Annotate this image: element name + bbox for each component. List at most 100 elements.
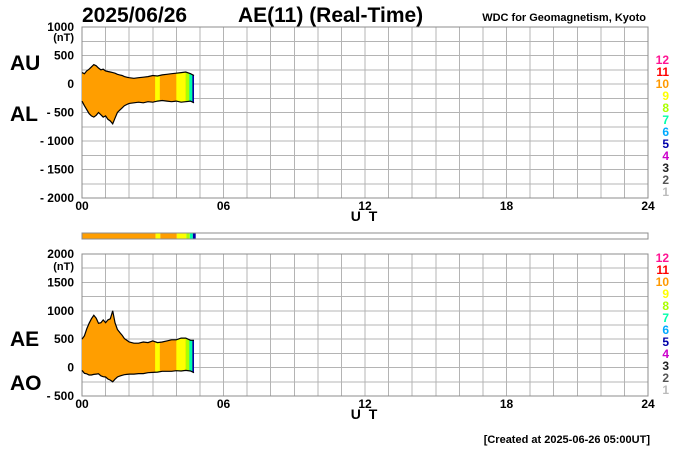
x-tick-label: 12 [358,397,372,411]
station-count-label: 1 [662,185,669,199]
y-tick-label: 0 [67,361,74,375]
y-tick-label: 500 [54,332,74,346]
al-label: AL [10,103,38,126]
au-label: AU [10,52,40,75]
y-tick-label: 0 [67,77,74,91]
top-grid [81,26,649,199]
top-y-tick-labels: 1000 500 0 - 500 - 1000 - 1500 - 2000 [40,20,74,205]
colour-band [189,64,193,124]
station-count-label: 11 [656,65,669,79]
ae-label: AE [10,328,39,351]
station-count-label: 7 [662,311,669,325]
chart-title: AE(11) (Real-Time) [238,4,423,27]
colour-band [176,310,186,382]
plot-frame [81,253,649,397]
y-tick-label: 2000 [47,247,74,261]
colour-band [155,64,160,124]
coverage-segment [186,233,190,239]
colour-band [185,310,190,382]
x-tick-label: 18 [500,397,514,411]
coverage-segment [155,233,161,239]
colour-band [155,310,160,382]
y-tick-label: - 500 [47,389,75,403]
bottom-x-axis-label: U T [351,406,380,422]
station-count-label: 2 [662,371,669,385]
au-trace-line [81,63,195,79]
colour-band [176,64,186,124]
station-count-label: 4 [662,347,669,361]
y-tick-label: - 1000 [40,134,74,148]
station-count-label: 12 [656,251,670,265]
bottom-colour-bands [155,310,194,382]
ao-trace-line [81,369,195,383]
coverage-segment [189,233,193,239]
x-tick-label: 00 [75,397,89,411]
colour-band [192,310,194,382]
au-al-fill-area [82,64,194,124]
x-tick-label: 06 [217,199,231,213]
station-count-label: 5 [662,137,669,151]
top-x-tick-labels: 00 06 12 18 24 [75,199,655,213]
coverage-segments [82,233,196,239]
coverage-bar-frame [81,232,649,240]
station-count-label: 3 [662,359,669,373]
bottom-grid [81,253,649,397]
bottom-unit-label: (nT) [53,261,74,273]
station-count-label: 10 [656,77,670,91]
coverage-segment [176,233,187,239]
x-tick-label: 24 [641,397,655,411]
ao-label: AO [10,372,42,395]
station-count-label: 6 [662,323,669,337]
colour-band [192,64,194,124]
colour-band [185,64,190,124]
x-tick-label: 18 [500,199,514,213]
bottom-x-tick-labels: 00 06 12 18 24 [75,397,655,411]
x-tick-label: 24 [641,199,655,213]
station-count-label: 3 [662,161,669,175]
created-timestamp: [Created at 2025-06-26 05:00UT] [484,434,651,446]
coverage-segment [160,233,177,239]
station-count-label: 9 [662,287,669,301]
station-count-label: 8 [662,101,669,115]
x-tick-label: 12 [358,199,372,213]
coverage-segment [192,233,196,239]
station-count-label: 2 [662,173,669,187]
colour-band [189,310,193,382]
bottom-y-tick-labels: 2000 1500 1000 500 0 - 500 [47,247,75,403]
station-count-label: 11 [656,263,669,277]
y-tick-label: 1000 [47,20,74,34]
station-count-label: 1 [662,383,669,397]
date-label: 2025/06/26 [82,4,187,27]
station-count-label: 12 [656,53,670,67]
y-tick-label: - 2000 [40,191,74,205]
coverage-segment [82,233,156,239]
station-count-label: 6 [662,125,669,139]
station-count-label: 9 [662,89,669,103]
top-unit-label: (nT) [53,32,74,44]
ae-ao-fill-area [82,310,194,382]
station-count-label: 7 [662,113,669,127]
y-tick-label: 1500 [47,275,74,289]
plot-frame [81,26,649,199]
ae-trace-line [81,310,194,344]
y-tick-label: - 1500 [40,163,74,177]
source-label: WDC for Geomagnetism, Kyoto [482,12,646,24]
station-count-label: 5 [662,335,669,349]
top-colour-bands [155,64,194,124]
x-tick-label: 06 [217,397,231,411]
y-tick-label: - 500 [47,106,75,120]
station-coverage-bar [81,232,649,240]
top-x-axis-label: U T [351,208,380,224]
station-count-label: 10 [656,275,670,289]
y-tick-label: 500 [54,49,74,63]
y-tick-label: 1000 [47,304,74,318]
x-tick-label: 00 [75,199,89,213]
station-count-label: 4 [662,149,669,163]
al-trace-line [81,99,195,126]
